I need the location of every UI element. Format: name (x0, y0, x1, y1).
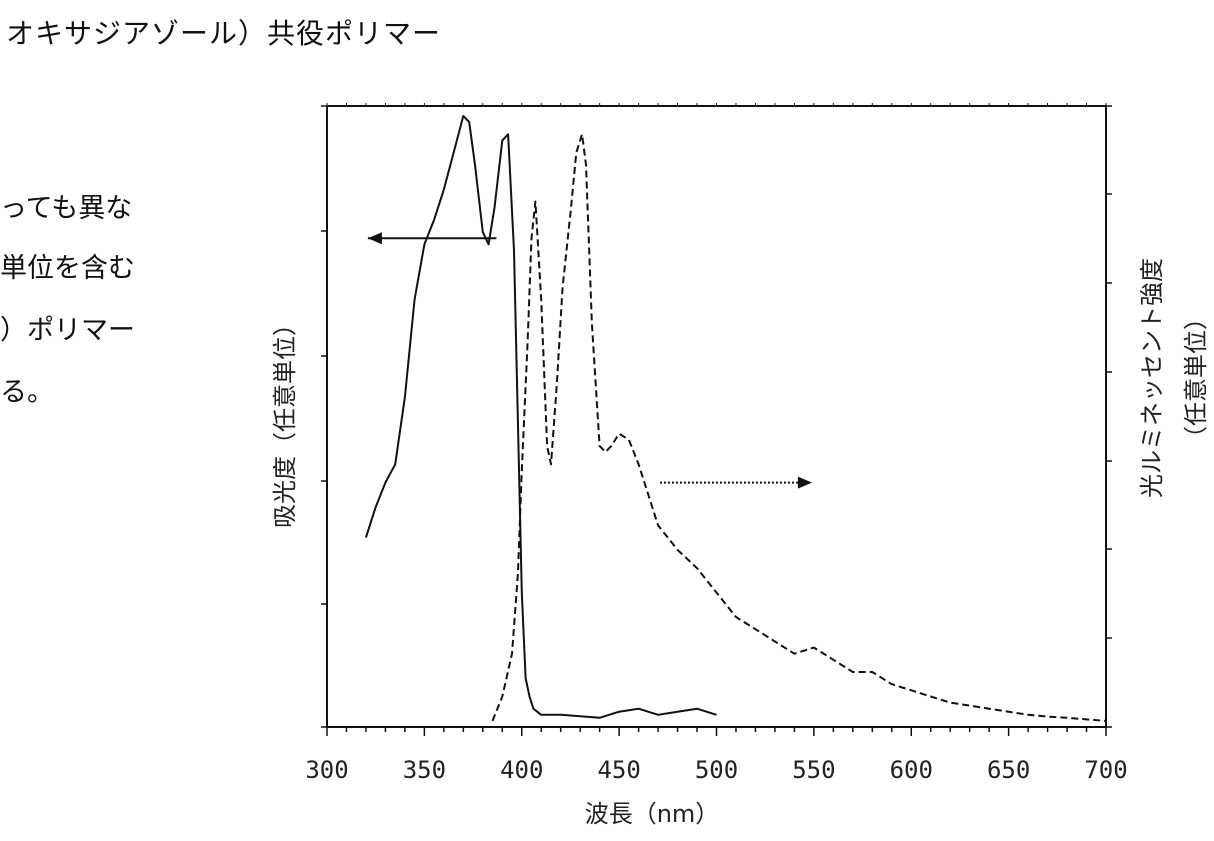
chart-series (364, 115, 1107, 722)
body-line: 単位を含む (0, 253, 135, 284)
axis-ticks (321, 103, 1112, 736)
body-line: っても異な (0, 193, 133, 224)
body-line: ）ポリマー (0, 315, 135, 346)
x-tick-labels: 300 350 400 450 500 550 600 650 700 (305, 756, 1127, 784)
x-tick-label: 550 (792, 756, 835, 784)
y-axis-right-title: 光ルミネッセント強度 (1138, 258, 1166, 498)
body-line: る。 (0, 377, 54, 408)
page-heading: オキサジアゾール）共役ポリマー (6, 17, 442, 50)
arrow-head-left (367, 232, 382, 245)
x-tick-label: 400 (500, 756, 543, 784)
y-axis-left-title: 吸光度（任意単位） (271, 312, 299, 528)
x-tick-label: 450 (597, 756, 640, 784)
photoluminescence-line (491, 133, 1107, 722)
x-tick-label: 700 (1084, 756, 1127, 784)
plot-border (326, 105, 1107, 728)
x-tick-label: 300 (305, 756, 348, 784)
x-tick-label: 600 (890, 756, 933, 784)
absorbance-line (364, 115, 717, 719)
x-tick-label: 350 (403, 756, 446, 784)
y-axis-right-unit: （任意単位） (1182, 306, 1210, 450)
x-tick-label: 650 (987, 756, 1030, 784)
x-tick-label: 500 (695, 756, 738, 784)
x-axis-title: 波長（nm） (585, 800, 720, 828)
chart-annotations (367, 232, 812, 489)
arrow-head-right (797, 476, 812, 489)
plot-frame (326, 105, 1107, 728)
